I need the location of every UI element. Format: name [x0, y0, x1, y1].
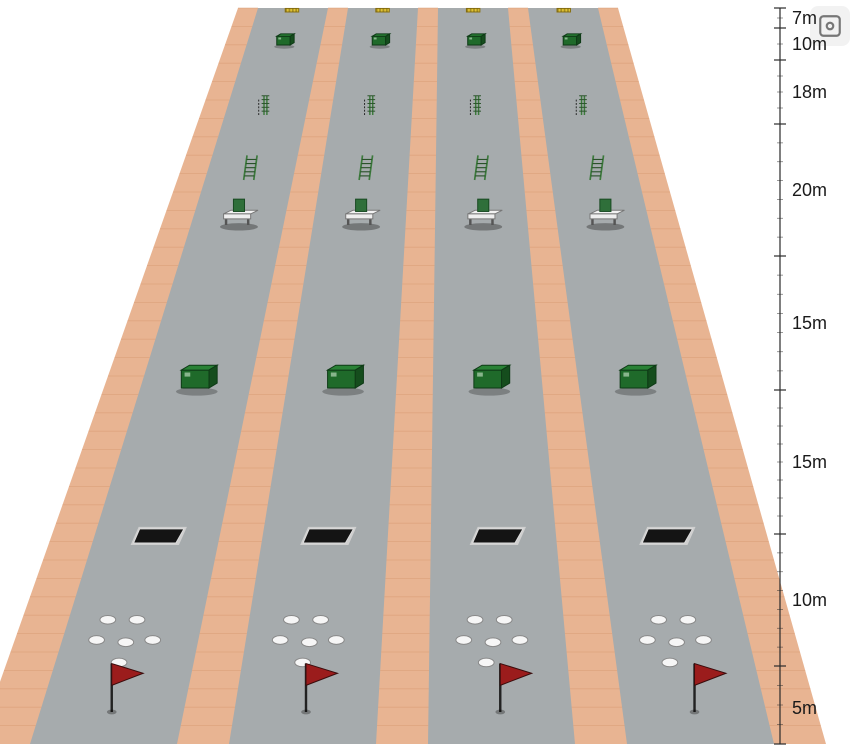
distance-label: 7m: [792, 8, 817, 29]
distance-label: 20m: [792, 180, 827, 201]
green-box: [370, 34, 390, 49]
distance-label: 18m: [792, 82, 827, 103]
course-svg: [0, 0, 856, 750]
obstacle-course-diagram: 7m 10m 18m 20m 15m 15m 10m 5m: [0, 0, 856, 750]
pit: [300, 527, 356, 545]
yellow-barrier: [466, 8, 479, 12]
distance-label: 10m: [792, 590, 827, 611]
yellow-barrier: [376, 8, 389, 12]
pit: [470, 527, 526, 545]
yellow-barrier: [557, 8, 570, 12]
green-box: [561, 34, 581, 49]
green-box: [469, 365, 511, 395]
distance-label: 5m: [792, 698, 817, 719]
green-box: [322, 365, 364, 395]
green-box: [274, 34, 294, 49]
ladder: [244, 155, 257, 180]
pit: [639, 527, 695, 545]
green-box: [176, 365, 218, 395]
distance-label: 15m: [792, 452, 827, 473]
distance-label: 15m: [792, 313, 827, 334]
distance-label: 10m: [792, 34, 827, 55]
green-box: [615, 365, 657, 395]
green-box: [465, 34, 485, 49]
yellow-barrier: [285, 8, 298, 12]
ladder: [475, 155, 488, 180]
pit: [131, 527, 187, 545]
ladder: [359, 155, 372, 180]
ladder: [590, 155, 603, 180]
